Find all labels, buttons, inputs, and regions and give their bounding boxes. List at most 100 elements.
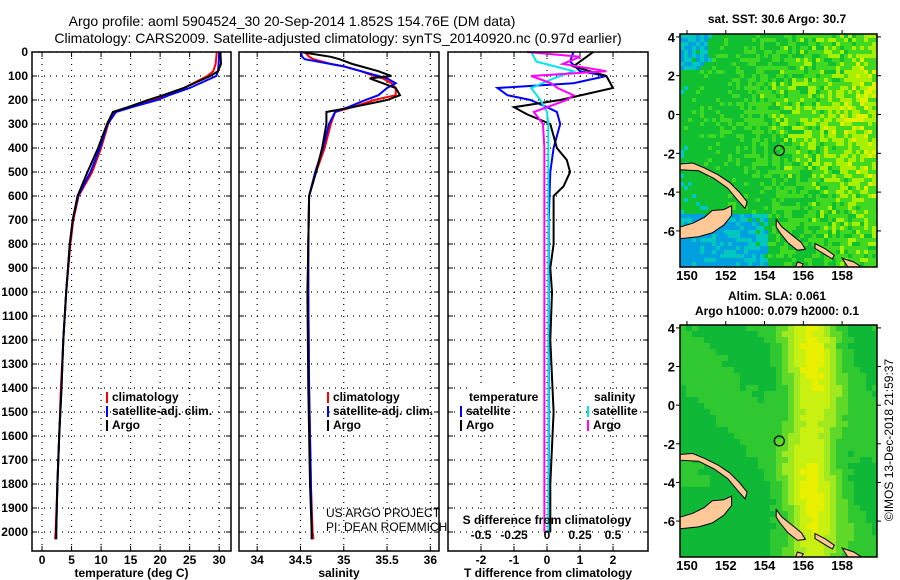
map-cell <box>848 150 852 154</box>
map-cell <box>724 58 728 62</box>
map-cell <box>752 475 758 481</box>
map-cell <box>704 397 710 403</box>
map-cell <box>748 102 752 106</box>
map-cell <box>724 162 728 166</box>
map-cell <box>704 210 708 214</box>
map-cell <box>752 74 756 78</box>
map-cell <box>748 250 752 254</box>
map-cell <box>744 114 748 118</box>
map-cell <box>808 246 812 250</box>
map-cell <box>740 262 744 266</box>
map-cell <box>752 463 758 469</box>
map-cell <box>728 463 734 469</box>
map-cell <box>812 475 818 481</box>
map-cell <box>840 50 844 54</box>
map-cell <box>744 106 748 110</box>
map-cell <box>740 118 744 122</box>
map-cell <box>752 403 758 409</box>
map-cell <box>794 337 800 343</box>
map-cell <box>824 403 830 409</box>
map-cell <box>724 102 728 106</box>
map-cell <box>784 114 788 118</box>
map-cell <box>788 70 792 74</box>
map-cell <box>756 170 760 174</box>
map-cell <box>816 230 820 234</box>
map-cell <box>744 90 748 94</box>
map-cell <box>840 66 844 70</box>
map-cell <box>836 379 842 385</box>
map-cell <box>818 553 824 557</box>
map-cell <box>872 475 877 481</box>
map-cell <box>720 130 724 134</box>
map-cell <box>840 262 844 266</box>
map-cell <box>784 242 788 246</box>
map-cell <box>782 427 788 433</box>
map-cell <box>830 325 836 331</box>
map-cell <box>734 451 740 457</box>
map-cell <box>722 523 728 529</box>
map-cell <box>842 397 848 403</box>
map-cell <box>768 198 772 202</box>
map-cell <box>844 94 848 98</box>
map-cell <box>710 457 716 463</box>
map-cell <box>824 90 828 94</box>
map-cell <box>744 226 748 230</box>
map-cell <box>696 122 700 126</box>
map-cell <box>704 182 708 186</box>
map-cell <box>748 182 752 186</box>
depth-tick-label: 1300 <box>1 357 28 371</box>
map-cell <box>816 102 820 106</box>
map-cell <box>776 58 780 62</box>
map-cell <box>708 58 712 62</box>
map-cell <box>752 343 758 349</box>
map-cell <box>832 198 836 202</box>
map-cell <box>736 246 740 250</box>
map-cell <box>752 355 758 361</box>
map-cell <box>836 469 842 475</box>
map-cell <box>812 94 816 98</box>
map-cell <box>722 457 728 463</box>
map-cell <box>820 178 824 182</box>
map-cell <box>692 190 696 194</box>
map-cell <box>768 250 772 254</box>
map-cell <box>772 90 776 94</box>
map-cell <box>832 206 836 210</box>
map-cell <box>684 74 688 78</box>
map-cell <box>794 403 800 409</box>
map-cell <box>756 106 760 110</box>
map-cell <box>844 214 848 218</box>
map-cell <box>836 210 840 214</box>
map-cell <box>736 86 740 90</box>
map-cell <box>722 439 728 445</box>
map-cell <box>764 481 770 487</box>
map-cell <box>692 70 696 74</box>
map-cell <box>764 349 770 355</box>
map-cell <box>784 246 788 250</box>
map-cell <box>840 134 844 138</box>
map-cell <box>712 54 716 58</box>
map-cell <box>716 34 720 38</box>
map-cell <box>782 481 788 487</box>
map-cell <box>744 166 748 170</box>
map-cell <box>860 146 864 150</box>
map-cell <box>696 242 700 246</box>
map-cell <box>812 158 816 162</box>
map-cell <box>692 130 696 134</box>
map-cell <box>812 62 816 66</box>
map-cell <box>768 138 772 142</box>
map-cell <box>806 427 812 433</box>
map-cell <box>692 66 696 70</box>
map-cell <box>760 214 764 218</box>
map-cell <box>776 194 780 198</box>
map-cell <box>712 150 716 154</box>
map-cell <box>788 174 792 178</box>
map-cell <box>806 487 812 493</box>
map-cell <box>852 78 856 82</box>
map-cell <box>868 150 872 154</box>
map-cell <box>848 198 852 202</box>
map-cell <box>760 70 764 74</box>
map-cell <box>796 234 800 238</box>
map-cell <box>720 226 724 230</box>
map-cell <box>852 230 856 234</box>
map-cell <box>696 154 700 158</box>
